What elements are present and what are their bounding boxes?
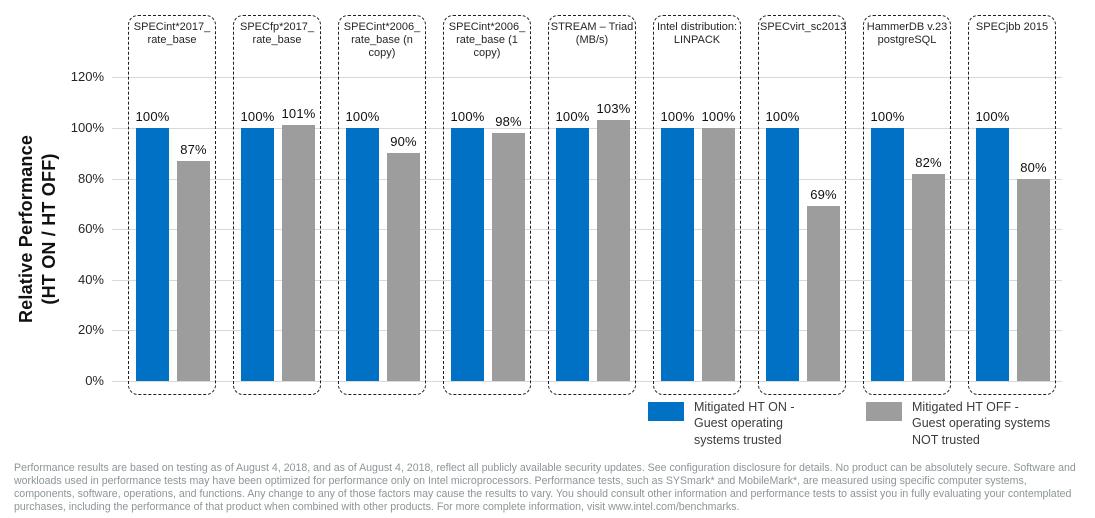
bar-value-label: 100% bbox=[555, 109, 590, 124]
bar-value-label: 87% bbox=[180, 141, 207, 157]
bar-value-label: 100% bbox=[765, 109, 800, 124]
bar-ht-on bbox=[976, 128, 1009, 381]
benchmark-label: SPECvirt_sc2013 bbox=[760, 21, 847, 33]
bar-value-label: 100% bbox=[240, 109, 275, 124]
legend-swatch-ht-off bbox=[866, 402, 902, 421]
benchmark-label: SPECint*2006_ rate_base (n copy) bbox=[343, 21, 421, 60]
bar-value-label: 103% bbox=[596, 101, 631, 117]
bar-ht-off bbox=[177, 160, 210, 381]
benchmark-label: Intel distribution: LINPACK bbox=[656, 21, 738, 47]
bar-ht-off bbox=[807, 206, 840, 381]
y-tick-label: 120% bbox=[70, 69, 104, 85]
bar-ht-off bbox=[912, 173, 945, 381]
bar-ht-off bbox=[387, 153, 420, 381]
bar-value-label: 100% bbox=[870, 109, 905, 124]
group-box: HammerDB v.23 postgreSQL 100% 82% bbox=[863, 15, 951, 395]
gridline bbox=[112, 77, 1062, 79]
benchmark-label: SPECint*2006_ rate_base (1 copy) bbox=[448, 21, 526, 60]
bar-value-label: 80% bbox=[1020, 159, 1047, 175]
legend-label-ht-off: Mitigated HT OFF - Guest operating syste… bbox=[912, 400, 1051, 447]
bar-value-label: 100% bbox=[701, 109, 736, 124]
bar-ht-off bbox=[282, 125, 315, 381]
group-box: SPECfp*2017_ rate_base 100% 101% bbox=[233, 15, 321, 395]
footer-disclaimer: Performance results are based on testing… bbox=[14, 462, 1076, 514]
group-box: SPECint*2006_ rate_base (n copy) 100% 90% bbox=[338, 15, 426, 395]
group-box: SPECjbb 2015 100% 80% bbox=[968, 15, 1056, 395]
bar-ht-off bbox=[492, 133, 525, 381]
y-tick-label: 80% bbox=[77, 170, 104, 186]
bar-value-label: 100% bbox=[135, 109, 170, 124]
benchmark-label: STREAM – Triad (MB/s) bbox=[550, 21, 634, 47]
legend-swatch-ht-on bbox=[648, 402, 684, 421]
benchmark-label: SPECjbb 2015 bbox=[975, 21, 1049, 33]
group-box: STREAM – Triad (MB/s) 100% 103% bbox=[548, 15, 636, 395]
benchmark-label: SPECint*2017_ rate_base bbox=[133, 21, 211, 47]
bar-value-label: 90% bbox=[390, 134, 417, 150]
bar-ht-on bbox=[136, 128, 169, 381]
group-box: SPECint*2006_ rate_base (1 copy) 100% 98% bbox=[443, 15, 531, 395]
bar-value-label: 101% bbox=[281, 106, 316, 122]
bar-value-label: 100% bbox=[975, 109, 1010, 124]
bar-ht-on bbox=[871, 128, 904, 381]
bar-value-label: 98% bbox=[495, 114, 522, 130]
bar-value-label: 100% bbox=[345, 109, 380, 124]
group-box: SPECint*2017_ rate_base 100% 87% bbox=[128, 15, 216, 395]
bar-ht-on bbox=[661, 128, 694, 381]
bar-value-label: 100% bbox=[450, 109, 485, 124]
bar-ht-on bbox=[241, 128, 274, 381]
legend: Mitigated HT ON - Guest operating system… bbox=[0, 398, 1095, 456]
legend-label-ht-on: Mitigated HT ON - Guest operating system… bbox=[694, 400, 795, 447]
bar-value-label: 82% bbox=[915, 154, 942, 170]
bar-ht-on bbox=[556, 128, 589, 381]
bar-ht-off bbox=[597, 120, 630, 381]
bar-ht-off bbox=[702, 128, 735, 381]
benchmark-label: SPECfp*2017_ rate_base bbox=[240, 21, 314, 47]
y-tick-label: 40% bbox=[77, 271, 104, 287]
group-box: SPECvirt_sc2013 100% 69% bbox=[758, 15, 846, 395]
bar-value-label: 69% bbox=[810, 187, 837, 203]
group-box: Intel distribution: LINPACK 100% 100% bbox=[653, 15, 741, 395]
gridline bbox=[112, 381, 1062, 382]
bar-ht-on bbox=[451, 128, 484, 381]
bar-ht-off bbox=[1017, 178, 1050, 381]
bar-ht-on bbox=[346, 128, 379, 381]
y-tick-label: 0% bbox=[85, 373, 104, 388]
bar-value-label: 100% bbox=[660, 109, 695, 124]
benchmark-label: HammerDB v.23 postgreSQL bbox=[866, 21, 948, 47]
y-tick-label: 20% bbox=[77, 322, 104, 338]
y-tick-label: 60% bbox=[77, 221, 104, 237]
y-tick-label: 100% bbox=[70, 120, 104, 135]
bar-ht-on bbox=[766, 128, 799, 381]
